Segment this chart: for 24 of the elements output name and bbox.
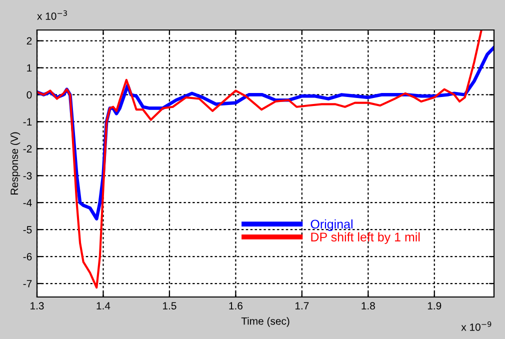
y-tick-label: 0 (26, 91, 32, 99)
x-tick-label: 1.3 (30, 302, 44, 310)
y-tick-label: 1 (27, 64, 32, 72)
y-tick-label: -7 (23, 280, 32, 288)
legend-label: DP shift left by 1 mil (311, 232, 420, 244)
y-tick-label: -3 (23, 172, 32, 180)
x-tick-label: 1.4 (96, 302, 110, 310)
x-tick-label: 1.9 (428, 302, 442, 310)
legend-label: Original (310, 219, 352, 232)
y-axis-title: Response (V) (10, 132, 20, 194)
y-tick-label: -4 (23, 199, 32, 206)
y-tick-label: -2 (23, 145, 32, 152)
x-tick-label: 1.7 (295, 302, 309, 310)
x-tick-label: 1.6 (229, 302, 242, 310)
x-tick-label: 1.5 (163, 302, 176, 310)
y-tick-label: -1 (23, 118, 32, 126)
x-axis-title: Time (sec) (241, 317, 290, 327)
y-tick-label: 2 (26, 37, 32, 45)
text: x 10$^{−9}$ (461, 321, 492, 331)
y-tick-label: -6 (23, 253, 32, 260)
y-tick-label: -5 (23, 226, 32, 234)
line-series (37, 30, 482, 289)
text: x 10$^{−3}$ (37, 10, 67, 20)
x-tick-label: 1.8 (362, 302, 375, 310)
